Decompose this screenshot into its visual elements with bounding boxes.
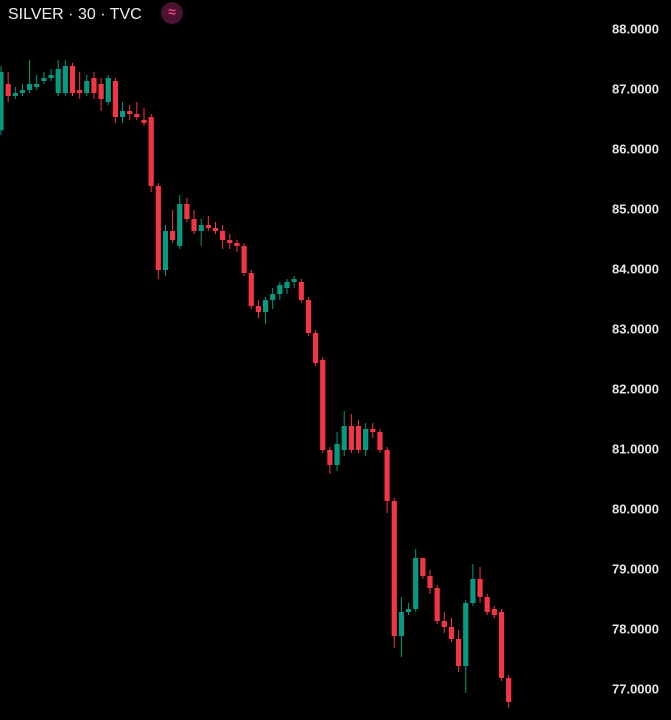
candle-body xyxy=(498,612,505,678)
candle-body xyxy=(477,579,483,597)
candle-body xyxy=(41,78,47,81)
candle-body xyxy=(148,117,154,186)
candle-body xyxy=(427,576,433,588)
candle-body xyxy=(98,84,104,99)
candle-body xyxy=(291,279,297,282)
candle-body xyxy=(305,300,312,333)
candle-body xyxy=(313,333,319,363)
candle-body xyxy=(277,285,283,294)
candle-body xyxy=(105,78,111,102)
candle-body xyxy=(84,81,90,93)
candle-body xyxy=(348,426,354,450)
candle-body xyxy=(398,612,404,636)
candle-body xyxy=(227,240,233,243)
candle-body xyxy=(491,609,497,615)
candle-body xyxy=(170,231,176,240)
candle-body xyxy=(255,306,261,312)
candle-body xyxy=(127,111,133,114)
candle-body xyxy=(198,225,204,231)
candle-body xyxy=(177,204,183,246)
candle-body xyxy=(341,426,347,450)
candle-body xyxy=(284,282,290,288)
candle-body xyxy=(456,639,462,666)
candle-body xyxy=(27,84,33,90)
candle-body xyxy=(441,621,447,627)
candle-body xyxy=(377,432,383,450)
candle-body xyxy=(112,81,118,117)
candle-body xyxy=(191,219,197,231)
y-tick-label: 82.0000 xyxy=(612,381,659,396)
badge-icon: ≈ xyxy=(168,4,176,20)
candle-body xyxy=(12,93,18,96)
candle-body xyxy=(19,90,26,93)
y-tick-label: 84.0000 xyxy=(612,261,659,276)
candle-body xyxy=(355,426,362,450)
y-tick-label: 79.0000 xyxy=(612,561,659,576)
candle-body xyxy=(334,444,340,465)
candle-body xyxy=(405,609,412,612)
candle-body xyxy=(506,678,512,702)
candle-body xyxy=(5,84,11,96)
candle-body xyxy=(62,66,68,93)
candle-body xyxy=(141,120,147,123)
candle-body xyxy=(234,243,240,246)
candle-body xyxy=(77,90,83,93)
y-tick-label: 88.0000 xyxy=(612,21,659,36)
candle-body xyxy=(134,114,140,117)
candle-body xyxy=(91,78,97,93)
candle-body xyxy=(48,75,54,78)
candle-body xyxy=(370,429,376,432)
plot-area xyxy=(0,29,604,708)
candle-body xyxy=(205,225,211,228)
candle-body xyxy=(320,360,326,450)
candle-body xyxy=(155,186,161,270)
candle-body xyxy=(220,231,226,240)
candle-body xyxy=(448,627,455,639)
badge-circle xyxy=(161,2,183,24)
candle-body xyxy=(212,228,219,231)
candle-body xyxy=(420,558,426,576)
candle-body xyxy=(298,282,304,300)
candle-body xyxy=(270,294,276,300)
candle-body xyxy=(262,300,269,312)
candle-body xyxy=(470,579,476,603)
y-tick-label: 81.0000 xyxy=(612,441,659,456)
candle-body xyxy=(55,69,61,93)
candle-body xyxy=(184,204,190,219)
candle-body xyxy=(119,111,126,117)
y-tick-label: 83.0000 xyxy=(612,321,659,336)
y-tick-label: 86.0000 xyxy=(612,141,659,156)
candle-body xyxy=(434,588,440,621)
y-tick-label: 78.0000 xyxy=(612,621,659,636)
candle-body xyxy=(413,558,419,609)
y-tick-label: 77.0000 xyxy=(612,681,659,696)
candle-body xyxy=(391,501,397,636)
candle-body xyxy=(162,231,169,270)
candle-body xyxy=(248,273,254,306)
candle-body xyxy=(241,246,247,273)
chart-title: SILVER · 30 · TVC xyxy=(8,6,142,23)
candle-body xyxy=(463,603,469,666)
candle-body xyxy=(484,597,490,612)
y-tick-label: 87.0000 xyxy=(612,81,659,96)
candle-body xyxy=(34,84,40,87)
y-tick-label: 85.0000 xyxy=(612,201,659,216)
candle-body xyxy=(0,72,4,131)
y-tick-label: 80.0000 xyxy=(612,501,659,516)
candle-body xyxy=(384,450,390,501)
candle-body xyxy=(327,450,333,465)
candle-body xyxy=(363,429,369,450)
candle-body xyxy=(69,66,76,93)
